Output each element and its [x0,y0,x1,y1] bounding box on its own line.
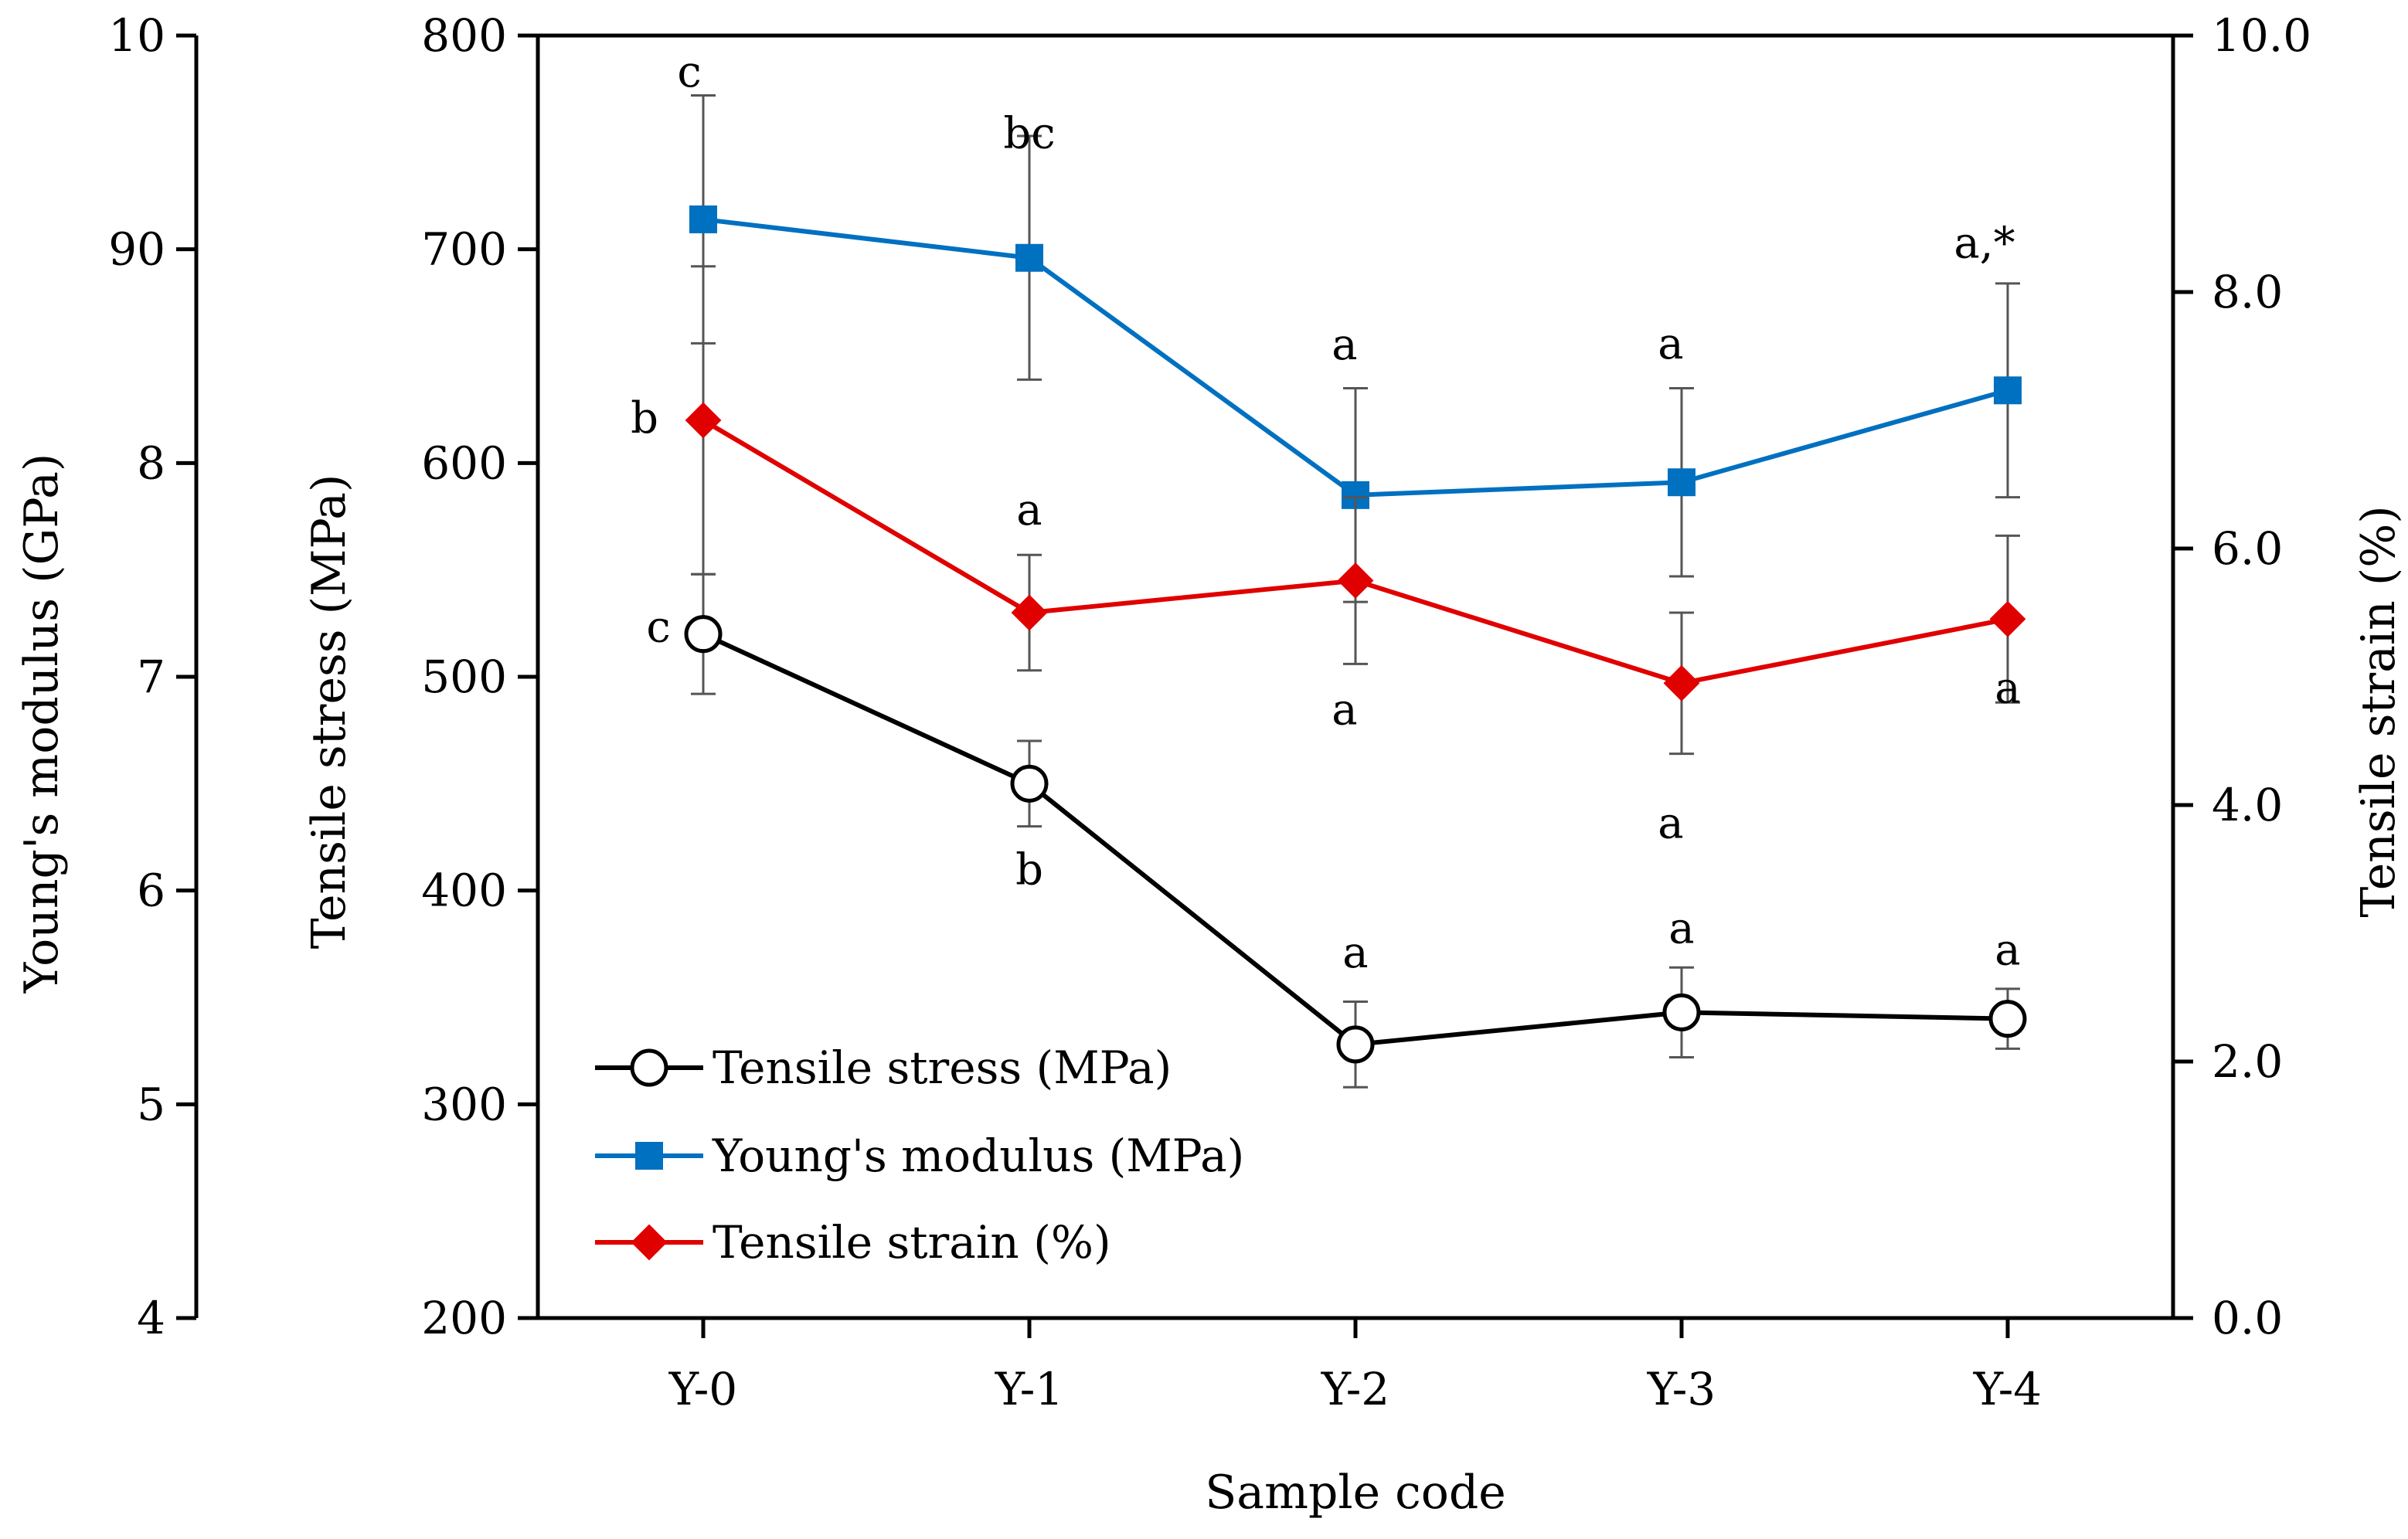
data-point [1015,243,1043,272]
significance-label: c [646,603,670,653]
significance-label: a [1995,663,2020,713]
series-1 [689,93,2022,603]
strain-tick-label: 0.0 [2212,1292,2283,1344]
legend-item: Young's modulus (MPa) [595,1130,1244,1182]
data-point [1337,562,1374,599]
data-point [1336,1025,1375,1064]
x-tick-label: Y-1 [995,1363,1063,1415]
strain-tick-label: 4.0 [2212,779,2283,831]
strain-axis-title: Tensile strain (%) [2352,505,2406,917]
data-point [1662,993,1701,1031]
modulus-axis-title: Young's modulus (GPa) [15,454,69,994]
data-point [685,402,722,439]
x-tick-label: Y-3 [1647,1363,1716,1415]
data-point [1663,664,1700,702]
modulus-tick-label: 6 [137,865,165,917]
stress-axis-title: Tensile stress (MPa) [302,474,356,950]
series-0 [684,572,2027,1089]
significance-label: a [1658,798,1683,848]
data-point [1989,600,2026,637]
modulus-tick-label: 8 [137,437,165,489]
stress-tick-label: 500 [421,651,507,703]
data-point [1994,376,2022,405]
x-axis-title: Sample code [1205,1466,1506,1520]
stress-tick-label: 400 [421,865,507,917]
data-point [1010,764,1049,803]
stress-tick-label: 700 [421,223,507,276]
modulus-tick-label: 4 [137,1292,165,1344]
legend-marker [635,1142,663,1170]
series-layer [684,93,2027,1089]
stress-tick-label: 200 [421,1292,507,1344]
modulus-tick-label: 7 [137,651,165,703]
significance-label: a [1658,319,1683,369]
legend-label: Young's modulus (MPa) [712,1130,1244,1182]
strain-tick-label: 2.0 [2212,1035,2283,1088]
stress-tick-label: 800 [421,9,507,62]
x-tick-label: Y-0 [668,1363,737,1415]
data-point [1668,468,1695,497]
data-point [1988,1000,2027,1038]
modulus-tick-label: 10 [108,9,165,62]
legend-label: Tensile strain (%) [713,1216,1111,1269]
series-2 [685,265,2026,756]
legend-item: Tensile stress (MPa) [595,1041,1172,1094]
strain-tick-label: 8.0 [2212,266,2283,318]
labels-layer: c b a a a c bc a a a,* b a a a a [631,47,2021,978]
significance-label: c [677,47,701,97]
significance-label: a [1668,903,1694,953]
axes-layer: 200 300 400 500 600 700 800 0.0 2.0 4.0 6.0 8.0 10.0… [15,9,2406,1520]
modulus-tick-label: 5 [137,1078,165,1130]
stress-tick-label: 600 [421,437,507,489]
significance-label: bc [1003,109,1055,159]
x-tick-label: Y-4 [1973,1363,2042,1415]
legend-marker [630,1048,668,1087]
legend-item: Tensile strain (%) [595,1216,1111,1269]
strain-tick-label: 10.0 [2212,9,2311,62]
data-point [684,615,723,654]
stress-tick-label: 300 [421,1078,507,1130]
significance-label: a [1332,685,1357,736]
significance-label: a,* [1954,218,2015,268]
significance-label: a [1342,928,1368,978]
strain-tick-label: 6.0 [2212,522,2283,575]
significance-label: a [1016,485,1042,535]
x-tick-label: Y-2 [1321,1363,1389,1415]
data-point [1011,594,1048,631]
modulus-tick-label: 90 [108,223,165,276]
significance-label: b [631,393,658,443]
legend: Tensile stress (MPa) Young's modulus (MPa… [595,1041,1244,1269]
data-point [689,205,717,233]
legend-label: Tensile stress (MPa) [713,1041,1172,1094]
significance-label: b [1015,844,1043,895]
significance-label: a [1995,926,2020,976]
legend-marker [631,1224,668,1261]
significance-label: a [1332,320,1357,370]
